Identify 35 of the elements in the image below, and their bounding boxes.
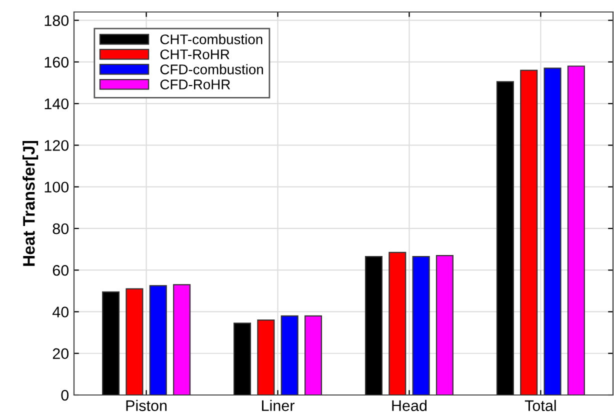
y-tick-label: 80 <box>52 223 69 234</box>
bar <box>567 66 585 395</box>
bar <box>173 284 191 395</box>
bar <box>544 68 562 395</box>
bar <box>412 256 430 395</box>
y-tick-label: 180 <box>44 15 69 26</box>
bar <box>520 70 538 395</box>
y-tick-label: 120 <box>44 140 69 151</box>
bar <box>257 320 275 395</box>
bar <box>149 285 167 395</box>
bar <box>102 291 120 395</box>
legend-label: CFD-RoHR <box>160 80 230 90</box>
y-tick-label: 100 <box>44 182 69 193</box>
bar <box>304 315 322 395</box>
bar <box>436 254 454 395</box>
y-tick-label: 160 <box>44 56 69 68</box>
y-axis-title: Heat Transfer[J] <box>22 140 38 266</box>
y-tick-label: 60 <box>52 264 69 276</box>
bar <box>496 81 514 395</box>
bar <box>364 256 383 395</box>
legend-label: CFD-combustion <box>160 64 263 74</box>
y-tick-label: 140 <box>44 98 69 110</box>
y-tick-label: 0 <box>61 390 69 401</box>
bar <box>126 288 144 395</box>
x-tick-label: Head <box>392 400 427 412</box>
bar <box>234 322 252 395</box>
x-tick-label: Piston <box>126 400 167 412</box>
y-tick-label: 20 <box>52 348 69 360</box>
bar <box>388 252 406 395</box>
legend-label: CHT-RoHR <box>160 49 230 60</box>
x-tick-label: Total <box>524 400 556 412</box>
x-tick-label: Liner <box>262 400 294 412</box>
legend-label: CHT-combustion <box>160 34 262 44</box>
y-tick-label: 40 <box>52 306 69 318</box>
bar <box>280 315 298 395</box>
